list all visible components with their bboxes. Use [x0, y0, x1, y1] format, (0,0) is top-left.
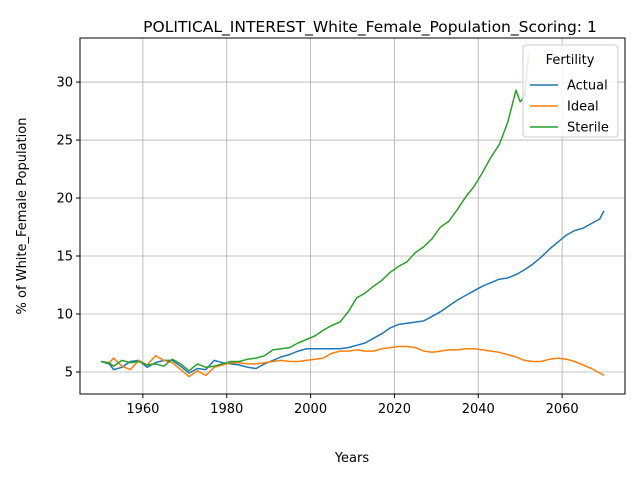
- x-axis-label: Years: [334, 451, 370, 466]
- series-line-sterile: [100, 54, 530, 372]
- y-tick-label: 5: [65, 365, 73, 380]
- x-tick-label: 2000: [294, 402, 327, 417]
- legend-label-actual: Actual: [567, 79, 608, 94]
- x-tick-label: 1980: [210, 402, 243, 417]
- plot-frame: [79, 37, 626, 395]
- y-tick-label: 10: [56, 307, 73, 322]
- legend-label-ideal: Ideal: [567, 100, 599, 115]
- legend: Fertility Actual Ideal Sterile: [522, 44, 619, 138]
- grid: [80, 38, 625, 394]
- series-line-actual: [100, 210, 605, 374]
- legend-label-sterile: Sterile: [567, 121, 609, 136]
- series-lines: [100, 54, 605, 378]
- y-tick-label: 20: [56, 192, 73, 207]
- x-tick-label: 2020: [378, 402, 411, 417]
- legend-title: Fertility: [546, 53, 595, 68]
- legend-entries: Actual Ideal Sterile: [530, 79, 609, 136]
- series-line-ideal: [100, 345, 605, 378]
- y-tick-label: 30: [56, 76, 73, 91]
- x-tick-label: 2060: [546, 402, 579, 417]
- x-tick-label: 2040: [462, 402, 495, 417]
- x-tick-label: 1960: [126, 402, 159, 417]
- y-tick-label: 15: [56, 250, 73, 265]
- axis-ticks: 1960 1980 2000 2020 2040 2060 5 10 15 20 25 30: [56, 76, 578, 417]
- y-axis-label: % of White_Female Population: [15, 118, 30, 315]
- chart-title: POLITICAL_INTEREST_White_Female_Populati…: [143, 18, 597, 37]
- y-tick-label: 25: [56, 134, 73, 149]
- legend-box: [522, 44, 619, 138]
